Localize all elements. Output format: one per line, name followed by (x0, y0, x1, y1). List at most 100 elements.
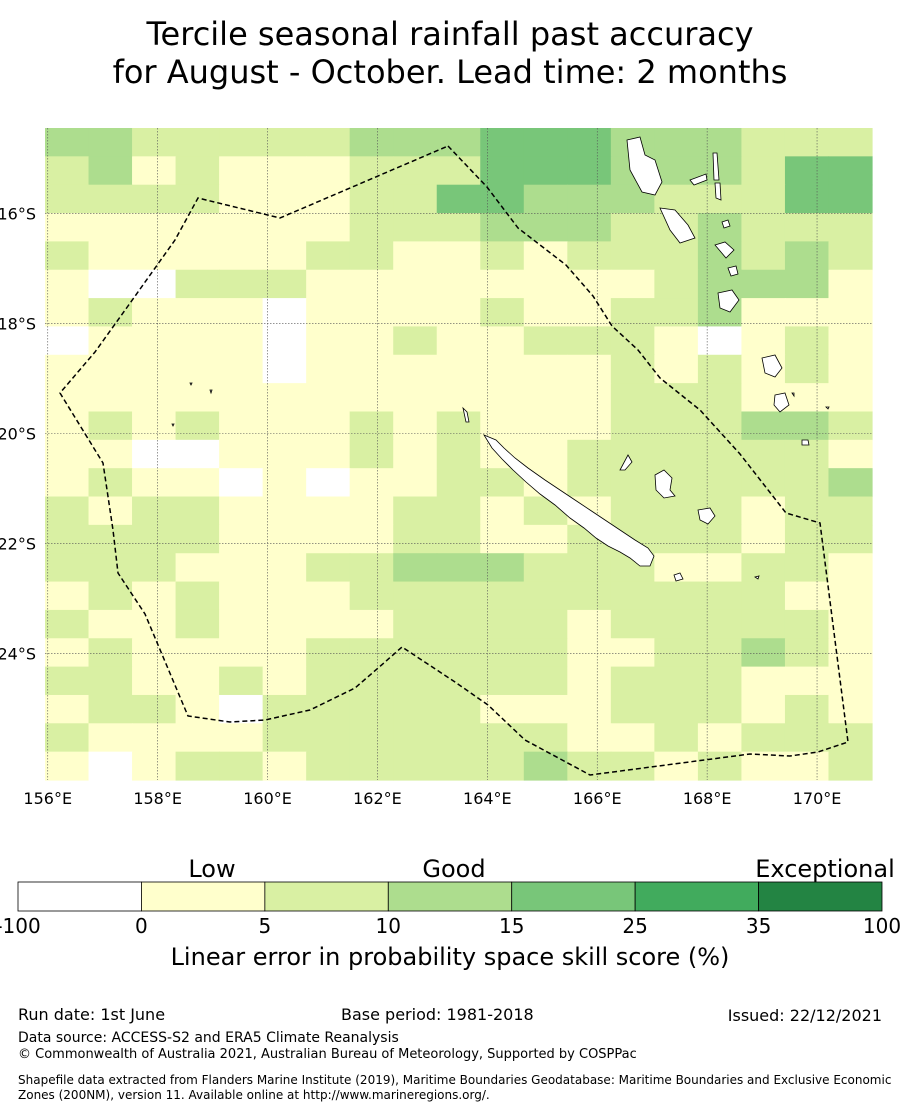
grid-cell (306, 553, 351, 583)
grid-cell (784, 156, 830, 186)
island-pines (673, 572, 684, 582)
grid-cell (393, 581, 438, 611)
grid-cell (306, 581, 351, 611)
grid-cell (306, 496, 351, 526)
grid-cell (175, 468, 220, 498)
grid-cell (219, 213, 264, 242)
grid-cell (567, 411, 612, 441)
latitude-label: 16°S (0, 204, 36, 223)
grid-cell (697, 213, 743, 242)
grid-cell (219, 241, 264, 271)
grid-cell (828, 411, 873, 441)
grid-cell (784, 694, 830, 724)
grid-cell (219, 354, 264, 384)
grid-cell (480, 581, 525, 611)
island-tanna (727, 265, 739, 277)
grid-cell (436, 128, 481, 157)
grid-cell (262, 326, 307, 356)
grid-cell (567, 553, 612, 583)
grid-cell (88, 694, 133, 724)
grid-cell (784, 128, 830, 157)
grid-cell (741, 609, 786, 639)
grid-cell (132, 439, 177, 469)
grid-cell (88, 269, 133, 299)
grid-cell (132, 411, 177, 441)
colorbar-category-labels: Low Good Exceptional (188, 855, 894, 883)
grid-cell (45, 666, 90, 696)
colorbar-tick: -100 (0, 914, 41, 938)
island-ambrym (721, 219, 731, 229)
grid-cell (349, 128, 394, 157)
grid-cell (610, 666, 655, 696)
grid-cell (306, 213, 351, 242)
longitude-label: 168°E (683, 789, 732, 808)
grid-cell (306, 298, 351, 328)
grid-cell (45, 269, 90, 299)
grid-cell (393, 241, 438, 271)
grid-cell (741, 666, 786, 696)
colorbar-segment (141, 881, 266, 912)
grid-cell (480, 128, 525, 157)
data-source: Data source: ACCESS-S2 and ERA5 Climate … (18, 1030, 399, 1046)
grid-cell (436, 269, 481, 299)
grid-cell (175, 524, 220, 554)
grid-cell (349, 439, 394, 469)
grid-cell (784, 751, 830, 781)
grid-cell (654, 128, 699, 157)
grid-cell (828, 298, 873, 328)
grid-cell (45, 439, 90, 469)
grid-cell (436, 184, 481, 214)
grid-cell (523, 751, 568, 781)
colorbar-segment (511, 881, 636, 912)
graticule (45, 128, 872, 780)
grid-cell (132, 524, 177, 554)
grid-cell (610, 411, 655, 441)
grid-cell (175, 269, 220, 299)
grid-cell (132, 241, 177, 271)
island-small-e (171, 423, 175, 427)
grid-cell (784, 468, 830, 498)
grid-cell (480, 609, 525, 639)
grid-cell (262, 383, 307, 413)
island-lifou (654, 469, 676, 499)
grid-cell (349, 184, 394, 214)
grid-cell (393, 298, 438, 328)
grid-cell (654, 326, 699, 356)
grid-cell (741, 496, 786, 526)
grid-cell (306, 439, 351, 469)
grid-cell (567, 638, 612, 668)
grid-cell (436, 609, 481, 639)
grid-cell (610, 638, 655, 668)
grid-cell (349, 468, 394, 498)
grid-cell (436, 666, 481, 696)
grid-cell (436, 751, 481, 781)
grid-cell (436, 723, 481, 753)
grid-cell (175, 439, 220, 469)
grid-cell (349, 638, 394, 668)
grid-cell (654, 638, 699, 668)
grid-cell (436, 213, 481, 242)
grid-cell (523, 269, 568, 299)
grid-cell (654, 496, 699, 526)
grid-cell (88, 723, 133, 753)
grid-cell (567, 156, 612, 186)
grid-cell (567, 326, 612, 356)
grid-cell (306, 666, 351, 696)
grid-cell (828, 383, 873, 413)
grid-cell (262, 468, 307, 498)
grid-cell (262, 496, 307, 526)
grid-cell (219, 184, 264, 214)
grid-cell (523, 383, 568, 413)
colorbar-tick: 15 (499, 914, 524, 938)
grid-cell (175, 156, 220, 186)
grid-cell (697, 638, 743, 668)
grid-cell (828, 751, 873, 781)
grid-cell (349, 156, 394, 186)
grid-cell (654, 439, 699, 469)
grid-cell (523, 184, 568, 214)
grid-cell (393, 468, 438, 498)
grid-cell (88, 298, 133, 328)
grid-cell (88, 241, 133, 271)
grid-cell (741, 439, 786, 469)
grid-cell (88, 156, 133, 186)
